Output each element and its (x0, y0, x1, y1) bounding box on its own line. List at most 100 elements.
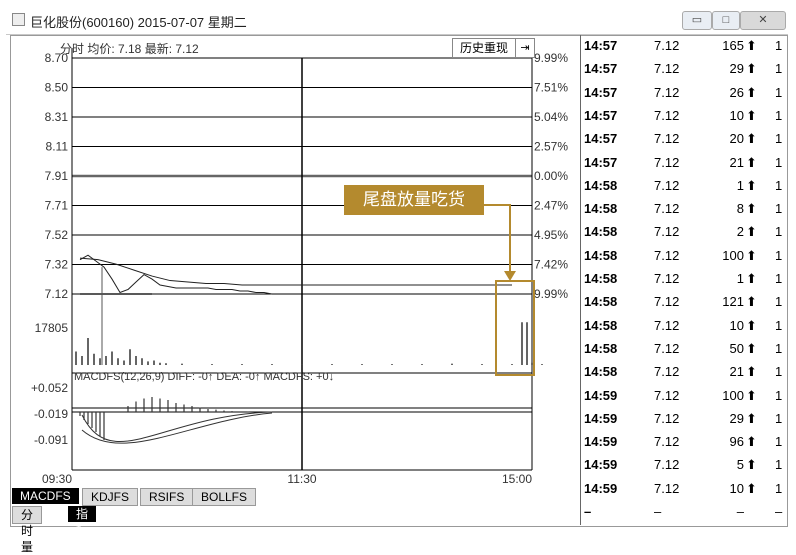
trade-row: 14:57 7.12 20 ⬆ 1 (582, 131, 782, 154)
trade-count: 1 (775, 457, 783, 473)
trade-volume: 2 (736, 224, 744, 240)
trade-price: 7.12 (654, 38, 680, 53)
title-bar: 巨化股份(600160) 2015-07-07 星期二 ▭ □ ✕ (6, 4, 788, 35)
up-arrow-icon: ⬆ (746, 457, 757, 473)
trade-price: 7.12 (654, 294, 680, 310)
close-button[interactable]: ✕ (740, 11, 786, 30)
trade-volume: 21 (729, 154, 744, 170)
trade-time: 14:59 (584, 410, 618, 426)
trade-count: 1 (775, 154, 783, 170)
trade-time: 14:58 (584, 201, 618, 217)
trade-volume: 1 (736, 177, 744, 193)
trade-row: 14:57 7.12 29 ⬆ 1 (582, 61, 782, 84)
price-tick-label: 8.31 (45, 110, 69, 124)
diff-line (81, 411, 273, 442)
trade-volume: 1 (736, 271, 744, 286)
trade-price: 7.12 (654, 177, 680, 193)
maximize-button[interactable]: □ (712, 11, 740, 30)
trade-time: 14:58 (584, 224, 618, 240)
percent-tick-label: 4.95% (534, 228, 568, 242)
percent-tick-label: 0.00% (534, 169, 568, 183)
tab-bollfs[interactable]: BOLLFS (192, 488, 257, 506)
trade-count: 1 (775, 131, 783, 147)
trade-count: 1 (775, 271, 783, 286)
trade-volume: 20 (729, 131, 744, 147)
percent-tick-label: 2.47% (534, 199, 568, 213)
trade-volume: 100 (722, 247, 744, 263)
trade-count: 1 (775, 340, 783, 356)
trade-time: 14:58 (584, 340, 618, 356)
expand-arrow-button[interactable]: ⇥ (515, 38, 535, 58)
trade-count: 1 (775, 224, 783, 240)
trade-volume: 165 (722, 38, 744, 53)
tab-indicator[interactable]: 指标 (68, 506, 97, 537)
trade-time: 14:59 (584, 480, 618, 496)
trade-volume: 5 (736, 457, 744, 473)
trade-price: 7.12 (654, 387, 680, 403)
trade-price: 7.12 (654, 154, 680, 170)
percent-tick-label: 9.99% (534, 287, 568, 301)
trade-price: 7.12 (654, 107, 680, 123)
up-arrow-icon: ⬆ (746, 271, 757, 286)
trade-count: 1 (775, 201, 783, 217)
trade-time: 14:58 (584, 247, 618, 263)
price-tick-label: 7.91 (45, 169, 69, 183)
percent-tick-label: 9.99% (534, 51, 568, 65)
trade-row: 14:57 7.12 10 ⬆ 1 (582, 108, 782, 131)
trade-row: 14:59 7.12 5 ⬆ 1 (582, 457, 782, 480)
trade-price: 7.12 (654, 247, 680, 263)
up-arrow-icon: ⬆ (746, 177, 757, 193)
trade-time: 14:57 (584, 38, 618, 53)
trade-time: 14:59 (584, 457, 618, 473)
history-replay-button[interactable]: 历史重现 (452, 38, 516, 58)
macd-tick-label: -0.091 (34, 433, 68, 447)
trade-volume: 10 (729, 480, 744, 496)
trade-row: 14:58 7.12 50 ⬆ 1 (582, 341, 782, 364)
trade-count: 1 (775, 364, 783, 380)
minimize-button[interactable]: ▭ (682, 11, 712, 30)
panel-divider (580, 35, 581, 525)
trade-row: 14:59 7.12 29 ⬆ 1 (582, 411, 782, 434)
trade-volume: 29 (729, 61, 744, 77)
trade-time: 14:59 (584, 434, 618, 450)
annotation-arrow-head (504, 271, 516, 281)
trade-row: 14:58 7.12 10 ⬆ 1 (582, 318, 782, 341)
annotation-arrow-line (484, 204, 511, 273)
time-tick-label: 09:30 (42, 472, 72, 486)
tab-rsifs[interactable]: RSIFS (140, 488, 194, 506)
trade-time: 14:58 (584, 364, 618, 380)
price-tick-label: 8.50 (45, 81, 69, 95)
up-arrow-icon: ⬆ (746, 84, 757, 100)
trade-count: 1 (775, 38, 783, 53)
trade-count: 1 (775, 61, 783, 77)
trade-time: 14:58 (584, 271, 618, 286)
trade-row-empty: – – – – (582, 504, 782, 527)
trade-count: 1 (775, 480, 783, 496)
trade-row: 14:57 7.12 165 ⬆ 1 (582, 38, 782, 61)
trade-time: – (584, 504, 592, 519)
tab-macdfs[interactable]: MACDFS (12, 488, 79, 504)
trade-row: 14:58 7.12 8 ⬆ 1 (582, 201, 782, 224)
trade-count: – (775, 504, 783, 519)
percent-tick-label: 7.51% (534, 81, 568, 95)
trade-volume: 10 (729, 317, 744, 333)
tab-kdjfs[interactable]: KDJFS (82, 488, 139, 506)
window-title: 巨化股份(600160) 2015-07-07 星期二 (30, 15, 247, 30)
tab-timeshare-volume[interactable]: 分时量 (12, 506, 43, 554)
macd-label: MACDFS(12,26,9) DIFF: -0↑ DEA: -0↑ MACDF… (74, 371, 335, 383)
trade-price: 7.12 (654, 340, 680, 356)
up-arrow-icon: ⬆ (746, 131, 757, 147)
trade-price: 7.12 (654, 131, 680, 147)
chart-area: 8.70 9.99% 8.50 7.51% 8.31 5.04% 8.11 2.57% 7.91… (31, 48, 568, 486)
trade-volume: 96 (729, 434, 744, 450)
up-arrow-icon: ⬆ (746, 294, 757, 310)
up-arrow-icon: ⬆ (746, 434, 757, 450)
trade-price: 7.12 (654, 410, 680, 426)
dea-line (81, 412, 273, 444)
up-arrow-icon: ⬆ (746, 224, 757, 240)
avg-price-line (79, 257, 512, 286)
trade-time: 14:58 (584, 317, 618, 333)
trade-volume: 29 (729, 410, 744, 426)
trade-time: 14:57 (584, 84, 618, 100)
up-arrow-icon: ⬆ (746, 247, 757, 263)
